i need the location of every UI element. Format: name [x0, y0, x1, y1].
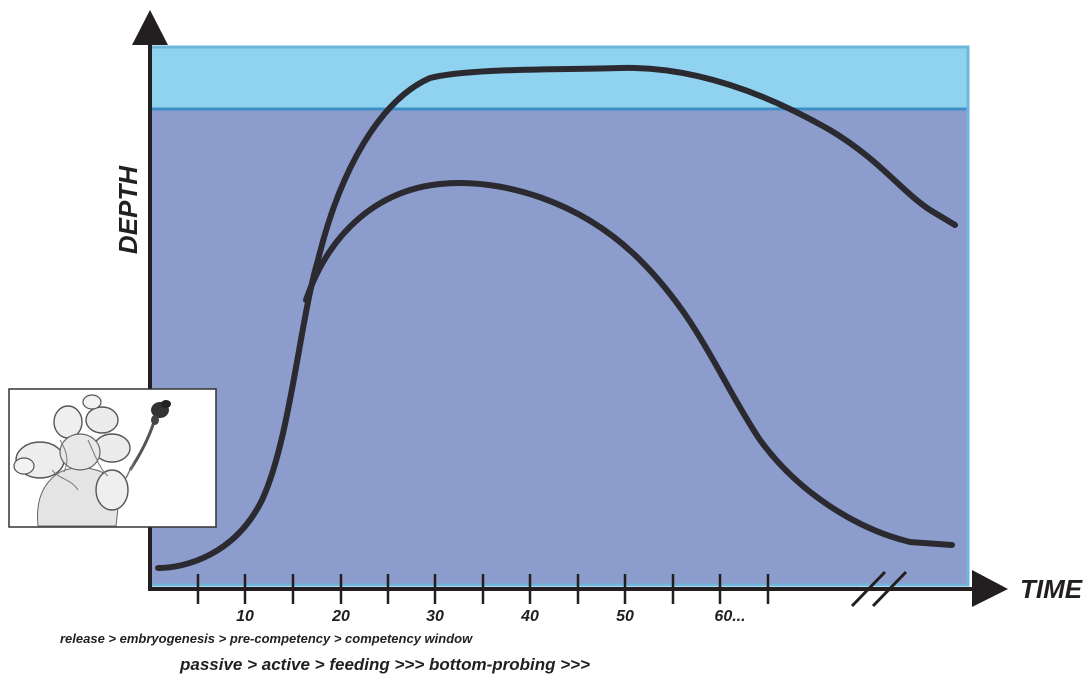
- x-tick-label: 10: [236, 608, 254, 625]
- y-axis-title: DEPTH: [113, 165, 143, 254]
- x-tick-label: 20: [331, 608, 350, 625]
- deep-water-region: [148, 45, 970, 587]
- x-tick-label: 60...: [714, 608, 745, 625]
- x-ticks: [196, 574, 770, 604]
- x-tick-label: 30: [426, 608, 444, 625]
- upper-trajectory-curve: [155, 64, 958, 571]
- larva-sketch-icon: [13, 394, 171, 527]
- x-axis-arrow-icon: [972, 570, 1008, 607]
- surface-water-layer: [150, 47, 968, 109]
- larva-inset: [8, 388, 217, 528]
- x-axis-title: TIME: [1020, 574, 1083, 604]
- lower-trajectory-curve: [303, 180, 955, 548]
- x-tick-label: 50: [616, 608, 634, 625]
- stage-sequence-caption: release > embryogenesis > pre-competency…: [60, 631, 473, 646]
- axis-break-icon: [850, 570, 908, 608]
- x-tick-label: 40: [520, 608, 539, 625]
- behavior-sequence-caption: passive > active > feeding >>> bottom-pr…: [179, 655, 590, 674]
- y-axis-arrow-icon: [132, 10, 168, 45]
